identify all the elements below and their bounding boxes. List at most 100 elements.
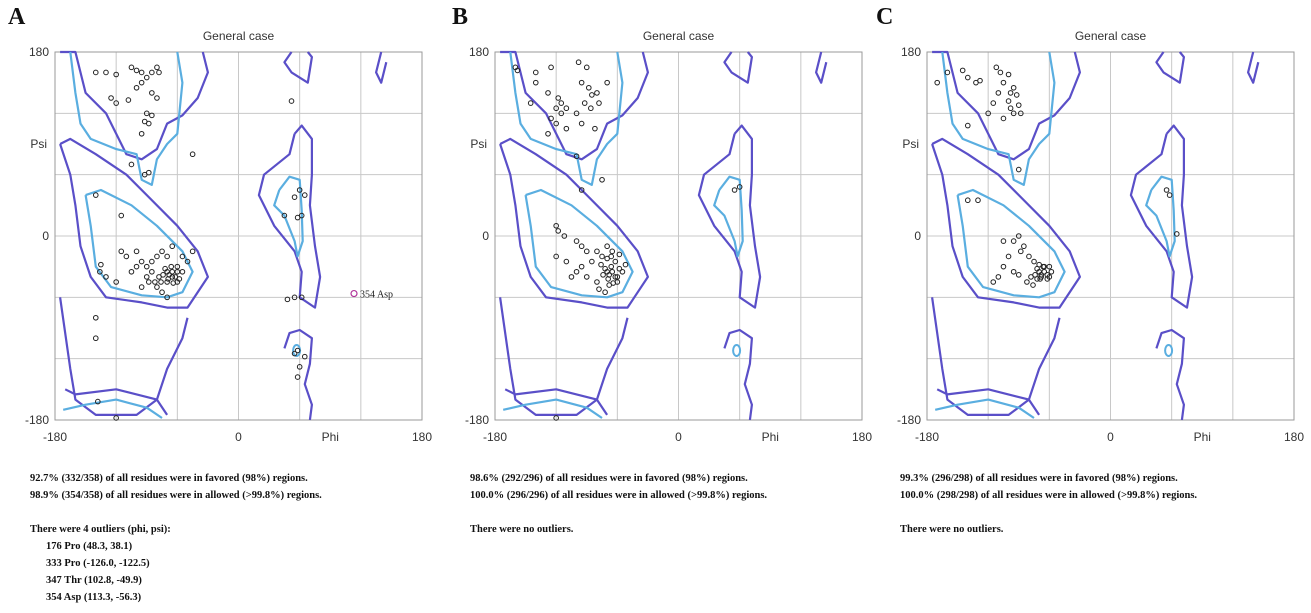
chart-title: General case — [643, 29, 715, 43]
data-point — [281, 212, 288, 219]
x-tick-label: -180 — [483, 430, 507, 444]
y-tick-label: 180 — [901, 45, 921, 59]
data-point — [555, 228, 562, 234]
data-point — [990, 100, 997, 106]
favored-contour — [524, 188, 634, 299]
panel-a: A General case 180 0 -180 -180 0 180 Psi Phi 354 … — [0, 0, 440, 613]
data-point — [1173, 231, 1180, 237]
data-point — [123, 253, 130, 260]
data-point — [296, 364, 303, 370]
allowed-text: 98.9% (354/358) of all residues were in … — [30, 490, 322, 501]
data-point — [622, 261, 629, 268]
y-tick-label: 0 — [914, 229, 921, 243]
data-point — [113, 100, 119, 106]
data-point — [1015, 166, 1022, 173]
favored-contour — [1164, 343, 1174, 357]
data-point — [92, 335, 99, 342]
data-point — [298, 212, 305, 219]
allowed-contour — [1155, 51, 1185, 84]
panel-b: B General case 180 0 -180 -180 0 180 Psi Phi 98.… — [440, 0, 880, 613]
y-tick-label: 0 — [482, 229, 489, 243]
data-point — [141, 118, 148, 125]
data-point — [545, 90, 551, 96]
data-point — [1010, 238, 1017, 244]
data-point — [149, 268, 155, 275]
data-point — [138, 258, 145, 265]
data-point — [149, 69, 155, 76]
data-point — [1031, 258, 1037, 265]
data-point — [573, 153, 580, 160]
data-point — [138, 69, 145, 76]
outlier-header: There were no outliers. — [900, 524, 1004, 535]
y-tick-label: -180 — [897, 413, 921, 427]
stats-block: 99.3% (296/298) of all residues were in … — [900, 470, 1197, 538]
y-tick-label: -180 — [25, 413, 49, 427]
data-point — [149, 90, 155, 96]
data-point — [189, 248, 196, 255]
data-point — [609, 268, 616, 275]
data-point — [995, 274, 1002, 280]
data-point — [143, 263, 150, 270]
favored-contour — [69, 51, 184, 186]
data-point — [1015, 233, 1022, 239]
data-point — [527, 100, 534, 106]
data-point — [598, 261, 604, 268]
x-tick-label: 180 — [852, 430, 872, 444]
panel-letter: B — [452, 4, 469, 30]
allowed-text: 100.0% (298/298) of all residues were in… — [900, 490, 1198, 501]
outlier-header: There were 4 outliers (phi, psi): — [30, 524, 171, 535]
data-point — [553, 105, 559, 112]
data-point — [1000, 79, 1007, 86]
data-point — [92, 69, 99, 76]
data-point — [532, 69, 539, 76]
plot-frame — [54, 51, 423, 421]
data-point — [600, 272, 606, 278]
data-point — [291, 194, 298, 200]
data-point — [125, 97, 132, 103]
y-axis-label: Psi — [902, 137, 919, 151]
outlier-item: 176 Pro (48.3, 38.1) — [46, 541, 133, 552]
data-point — [573, 238, 580, 244]
data-point — [563, 258, 570, 265]
grid — [54, 51, 423, 421]
outlier-item: 347 Thr (102.8, -49.9) — [46, 575, 142, 586]
allowed-contour — [499, 297, 629, 416]
data-point — [990, 279, 997, 285]
allowed-contour — [60, 50, 209, 161]
data-point — [731, 187, 738, 193]
data-point — [558, 100, 565, 106]
x-axis-label: Phi — [762, 430, 779, 444]
data-point — [563, 105, 570, 112]
allowed-contour — [723, 328, 753, 421]
data-point — [1163, 187, 1170, 193]
data-point — [977, 77, 983, 84]
data-point — [553, 120, 559, 127]
favored-text: 99.3% (296/298) of all residues were in … — [900, 473, 1178, 484]
data-point — [1046, 263, 1053, 270]
data-point — [964, 74, 971, 81]
data-point — [284, 296, 291, 303]
x-tick-label: 180 — [1284, 430, 1304, 444]
data-point — [1048, 268, 1055, 275]
data-point — [164, 279, 170, 285]
data-point — [294, 374, 301, 380]
data-point — [561, 233, 568, 239]
data-point — [118, 212, 125, 219]
allowed-contour — [500, 50, 649, 161]
data-point — [1040, 263, 1047, 270]
data-point — [1166, 192, 1173, 198]
data-point — [553, 222, 559, 229]
data-point — [1034, 265, 1040, 272]
data-point — [959, 67, 966, 74]
data-point — [997, 69, 1004, 76]
data-point — [149, 258, 155, 265]
data-point — [152, 279, 158, 285]
plot-frame — [494, 51, 863, 421]
data-point — [159, 248, 165, 255]
data-point — [588, 105, 594, 112]
data-point — [159, 289, 165, 296]
allowed-contour — [283, 51, 313, 84]
data-point — [294, 347, 301, 354]
allowed-contour — [723, 51, 753, 84]
data-point — [138, 79, 145, 86]
